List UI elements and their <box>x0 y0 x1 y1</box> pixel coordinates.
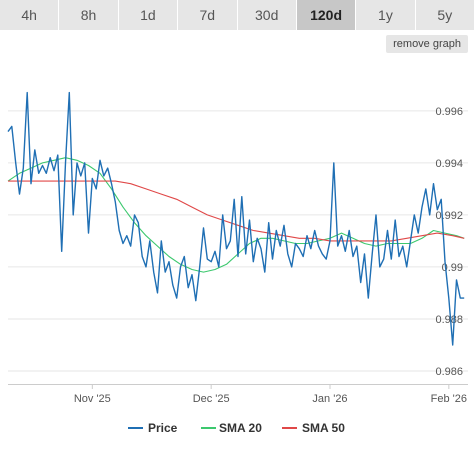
range-120d-button[interactable]: 120d <box>296 0 356 30</box>
legend-label-sma-20[interactable]: SMA 20 <box>219 421 262 435</box>
range-7d-button[interactable]: 7d <box>178 0 237 30</box>
range-5y-button[interactable]: 5y <box>415 0 474 30</box>
range-1y-button[interactable]: 1y <box>356 0 415 30</box>
series <box>7 91 465 346</box>
x-tick-label: Dec '25 <box>193 393 230 405</box>
range-4h-button[interactable]: 4h <box>0 0 59 30</box>
range-8h-button[interactable]: 8h <box>59 0 118 30</box>
range-1d-button[interactable]: 1d <box>118 0 178 30</box>
legend-label-sma-50[interactable]: SMA 50 <box>302 421 345 435</box>
grid <box>8 110 468 372</box>
x-tick-label: Jan '26 <box>312 393 347 405</box>
x-tick-label: Feb '26 <box>431 393 467 405</box>
legend-label-price[interactable]: Price <box>148 421 178 435</box>
x-axis-ticks: Nov '25 Dec '25 Jan '26 Feb '26 <box>8 384 468 405</box>
x-tick-label: Nov '25 <box>74 393 111 405</box>
y-tick-label: 0.996 <box>435 106 463 118</box>
y-tick-label: 0.992 <box>435 210 463 222</box>
sma-50-line <box>8 180 465 242</box>
remove-graph-button[interactable]: remove graph <box>386 35 468 53</box>
range-30d-button[interactable]: 30d <box>237 0 296 30</box>
legend: Price SMA 20 SMA 50 <box>128 421 345 435</box>
y-tick-label: 0.986 <box>435 366 463 378</box>
y-tick-label: 0.988 <box>435 314 463 326</box>
y-tick-label: 0.994 <box>435 158 463 170</box>
price-line <box>7 91 465 346</box>
range-selector: 4h 8h 1d 7d 30d 120d 1y 5y <box>0 0 474 30</box>
y-axis-ticks: 0.986 0.988 0.99 0.992 0.994 0.996 <box>435 106 463 378</box>
y-tick-label: 0.99 <box>442 262 463 274</box>
